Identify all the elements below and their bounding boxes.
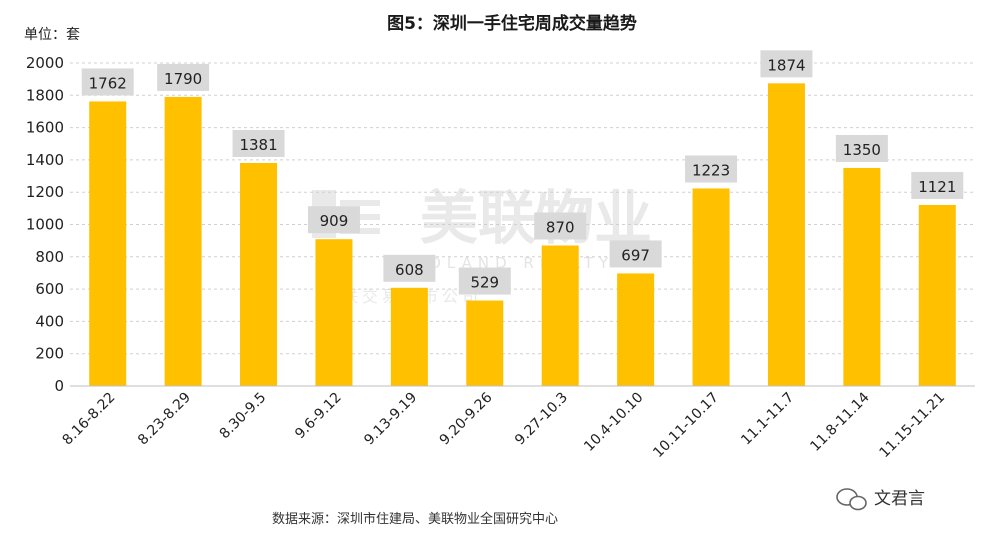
data-label-bg <box>81 68 134 96</box>
data-label: 1874 <box>767 56 805 74</box>
data-label: 529 <box>470 274 499 292</box>
brand-name: 文君言 <box>874 489 925 509</box>
bar <box>89 101 127 386</box>
x-tick-label: 10.4-10.10 <box>581 390 646 455</box>
y-tick-label: 1200 <box>26 183 64 201</box>
data-label-bg <box>458 267 511 295</box>
bar <box>390 287 428 386</box>
y-tick-label: 1800 <box>26 86 64 104</box>
bar <box>918 204 956 386</box>
bar <box>843 167 881 386</box>
data-label-bg <box>383 254 436 282</box>
chart-title: 图5：深圳一手住宅周成交量趋势 <box>387 13 637 34</box>
data-label: 1790 <box>164 70 202 88</box>
x-tick-label: 9.27-10.3 <box>512 390 571 449</box>
x-tick-label: 8.23-8.29 <box>135 390 194 449</box>
x-axis-ticks: 8.16-8.22 8.23-8.29 8.30-9.5 9.6-9.12 9.13-9… <box>60 389 949 461</box>
bar <box>164 96 202 386</box>
x-tick-label: 9.6-9.12 <box>292 390 345 443</box>
data-label: 697 <box>621 246 650 264</box>
y-tick-label: 200 <box>35 345 64 363</box>
data-label: 1350 <box>843 141 881 159</box>
watermark-logo-bar-icon <box>340 200 380 206</box>
y-tick-label: 800 <box>35 248 64 266</box>
bar <box>466 300 504 386</box>
bar <box>767 83 805 386</box>
wechat-icon <box>836 488 867 511</box>
data-label-bg <box>307 206 360 234</box>
data-label: 608 <box>395 261 424 279</box>
watermark-logo-bar-icon <box>340 228 380 234</box>
y-tick-label: 1000 <box>26 216 64 234</box>
data-label: 1381 <box>239 136 277 154</box>
data-label: 870 <box>546 218 575 236</box>
unit-label: 单位：套 <box>24 27 80 43</box>
y-tick-label: 0 <box>54 377 64 395</box>
bar <box>617 273 655 386</box>
y-tick-label: 400 <box>35 312 64 330</box>
x-tick-label: 9.13-9.19 <box>361 390 420 449</box>
data-label: 1762 <box>89 74 127 92</box>
x-tick-label: 11.1-11.7 <box>738 390 797 449</box>
data-label-bg <box>835 134 888 162</box>
y-tick-label: 2000 <box>26 54 64 72</box>
x-tick-label: 11.15-11.21 <box>877 390 949 462</box>
data-label: 909 <box>320 212 349 230</box>
data-label-bg <box>534 212 587 240</box>
bar <box>315 239 353 386</box>
y-tick-label: 1400 <box>26 151 64 169</box>
x-tick-label: 9.20-9.26 <box>437 389 496 448</box>
bars: 1762 1790 1381 909 608 529 870 697 1223 1874 1350 1… <box>81 50 964 386</box>
data-label-bg <box>911 171 964 199</box>
bar <box>541 245 579 386</box>
data-label-bg <box>760 50 813 78</box>
data-label-bg <box>157 63 210 91</box>
watermark-logo-bar-icon <box>340 214 380 220</box>
x-tick-label: 8.30-9.5 <box>217 390 270 443</box>
data-label: 1223 <box>692 161 730 179</box>
x-tick-label: 10.11-10.17 <box>650 390 722 462</box>
data-label-bg <box>232 129 285 157</box>
bar <box>240 162 278 386</box>
data-label: 1121 <box>918 178 956 196</box>
data-label-bg <box>609 240 662 268</box>
y-tick-label: 1600 <box>26 119 64 137</box>
bar <box>692 188 730 386</box>
y-axis-ticks: 0 200 400 600 800 1000 1200 1400 1600 1800 2000 <box>26 54 64 395</box>
y-tick-label: 600 <box>35 280 64 298</box>
brand-badge: 文君言 <box>836 488 925 511</box>
x-tick-label: 8.16-8.22 <box>60 390 119 449</box>
gridlines <box>70 62 975 355</box>
data-label-bg <box>685 155 738 183</box>
x-tick-label: 11.8-11.14 <box>807 389 872 454</box>
source-note: 数据来源：深圳市住建局、美联物业全国研究中心 <box>272 511 558 527</box>
